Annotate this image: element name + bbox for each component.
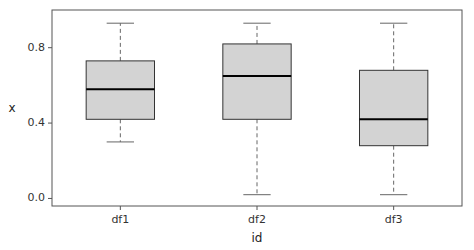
- plot-marks: [86, 23, 428, 195]
- whisker-high: [393, 23, 394, 70]
- whisker-low: [120, 119, 121, 142]
- chart: 0.0 0.4 0.8 df1 df2 df3 id x: [0, 0, 474, 250]
- cap-low: [243, 194, 270, 195]
- box: [86, 61, 154, 119]
- median: [360, 118, 428, 120]
- y-tick: [48, 47, 52, 48]
- whisker-low: [393, 146, 394, 195]
- x-tick: [120, 206, 121, 210]
- median: [86, 88, 154, 90]
- whisker-high: [120, 23, 121, 61]
- chart-container: 0.0 0.4 0.8 df1 df2 df3 id x: [0, 0, 474, 250]
- cap-low: [107, 141, 134, 142]
- whisker-low: [257, 119, 258, 194]
- y-tick-label: 0.8: [28, 41, 46, 54]
- plot-frame: [52, 10, 462, 206]
- cap-low: [380, 194, 407, 195]
- cap-high: [243, 23, 270, 24]
- x-tick-label: df2: [248, 213, 266, 226]
- x-axis-label: id: [252, 231, 263, 245]
- y-tick-label: 0.0: [28, 191, 46, 204]
- x-tick: [393, 206, 394, 210]
- x-tick-label: df3: [385, 213, 403, 226]
- whisker-high: [257, 23, 258, 44]
- cap-high: [107, 23, 134, 24]
- y-tick: [48, 123, 52, 124]
- cap-high: [380, 23, 407, 24]
- y-tick: [48, 198, 52, 199]
- y-axis-label: x: [8, 101, 15, 115]
- x-tick: [257, 206, 258, 210]
- box: [360, 70, 428, 145]
- median: [223, 75, 291, 77]
- box: [223, 44, 291, 119]
- y-tick-label: 0.4: [28, 116, 46, 129]
- x-tick-label: df1: [111, 213, 129, 226]
